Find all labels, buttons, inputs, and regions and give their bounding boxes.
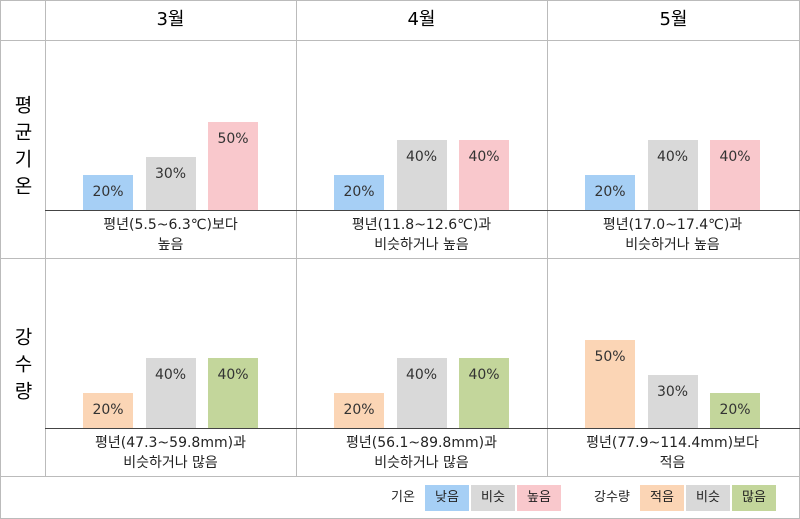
bar xyxy=(585,340,635,428)
baseline xyxy=(45,210,296,211)
value-label: 40% xyxy=(405,366,438,383)
caption: 평년(56.1~89.8mm)과 xyxy=(346,435,497,451)
bar xyxy=(710,392,760,428)
legend-item: 낮음 xyxy=(425,485,469,511)
baseline xyxy=(547,428,800,429)
caption: 평년(11.8~12.6℃)과 xyxy=(351,217,492,233)
baseline xyxy=(547,210,800,211)
baseline xyxy=(296,210,547,211)
baseline xyxy=(45,428,296,429)
bar xyxy=(396,139,447,210)
grid-border xyxy=(0,0,800,1)
bar xyxy=(647,139,698,210)
value-label: 20% xyxy=(719,401,751,418)
value-label: 30% xyxy=(154,166,187,183)
bar xyxy=(459,357,509,428)
value-label: 20% xyxy=(594,183,626,200)
caption: 평년(5.5~6.3℃)보다 xyxy=(103,217,238,233)
caption: 평년(47.3~59.8mm)과 xyxy=(95,435,246,451)
bar xyxy=(334,392,384,428)
bar xyxy=(334,174,384,210)
grid-border xyxy=(45,0,46,476)
value-label: 20% xyxy=(92,401,124,418)
row-header: 평균기온 xyxy=(11,95,33,203)
legend-item: 비슷 xyxy=(471,485,515,511)
bar xyxy=(208,122,258,210)
value-label: 20% xyxy=(343,401,375,418)
bar xyxy=(396,357,447,428)
grid-border xyxy=(296,0,297,476)
legend-title: 강수량 xyxy=(594,490,630,505)
bar xyxy=(208,357,258,428)
bar xyxy=(145,357,196,428)
legend-item: 높음 xyxy=(517,485,561,511)
legend-item: 적음 xyxy=(640,485,684,511)
value-label: 40% xyxy=(468,366,500,383)
grid-border xyxy=(0,40,800,41)
grid-border xyxy=(547,0,548,476)
caption: 높음 xyxy=(157,237,184,253)
grid-border xyxy=(0,258,800,259)
legend-item: 많음 xyxy=(732,485,776,511)
caption: 비슷하거나 많음 xyxy=(374,455,469,471)
caption: 비슷하거나 높음 xyxy=(374,237,469,253)
value-label: 40% xyxy=(405,148,438,165)
legend-item: 비슷 xyxy=(686,485,730,511)
value-label: 20% xyxy=(343,183,375,200)
bar xyxy=(83,392,133,428)
caption: 비슷하거나 많음 xyxy=(123,455,218,471)
caption: 비슷하거나 높음 xyxy=(625,237,720,253)
baseline xyxy=(296,428,547,429)
caption: 평년(17.0~17.4℃)과 xyxy=(602,217,743,233)
legend-title: 기온 xyxy=(391,490,415,505)
value-label: 40% xyxy=(154,366,187,383)
value-label: 40% xyxy=(217,366,249,383)
bar xyxy=(83,174,133,210)
value-label: 20% xyxy=(92,183,124,200)
row-header: 강수량 xyxy=(11,326,33,408)
bar xyxy=(585,174,635,210)
value-label: 40% xyxy=(468,148,500,165)
column-header: 3월 xyxy=(156,9,185,30)
value-label: 50% xyxy=(594,349,626,365)
value-label: 40% xyxy=(719,148,751,165)
caption: 평년(77.9~114.4mm)보다 xyxy=(586,435,759,451)
caption: 적음 xyxy=(659,455,686,471)
grid-border xyxy=(0,476,800,477)
bar xyxy=(710,139,760,210)
bar xyxy=(647,375,698,428)
bar xyxy=(145,157,196,210)
column-header: 5월 xyxy=(659,9,688,30)
grid-border xyxy=(0,0,1,519)
column-header: 4월 xyxy=(407,9,436,30)
value-label: 50% xyxy=(217,131,249,147)
value-label: 30% xyxy=(656,384,689,401)
value-label: 40% xyxy=(656,148,689,165)
bar xyxy=(459,139,509,210)
